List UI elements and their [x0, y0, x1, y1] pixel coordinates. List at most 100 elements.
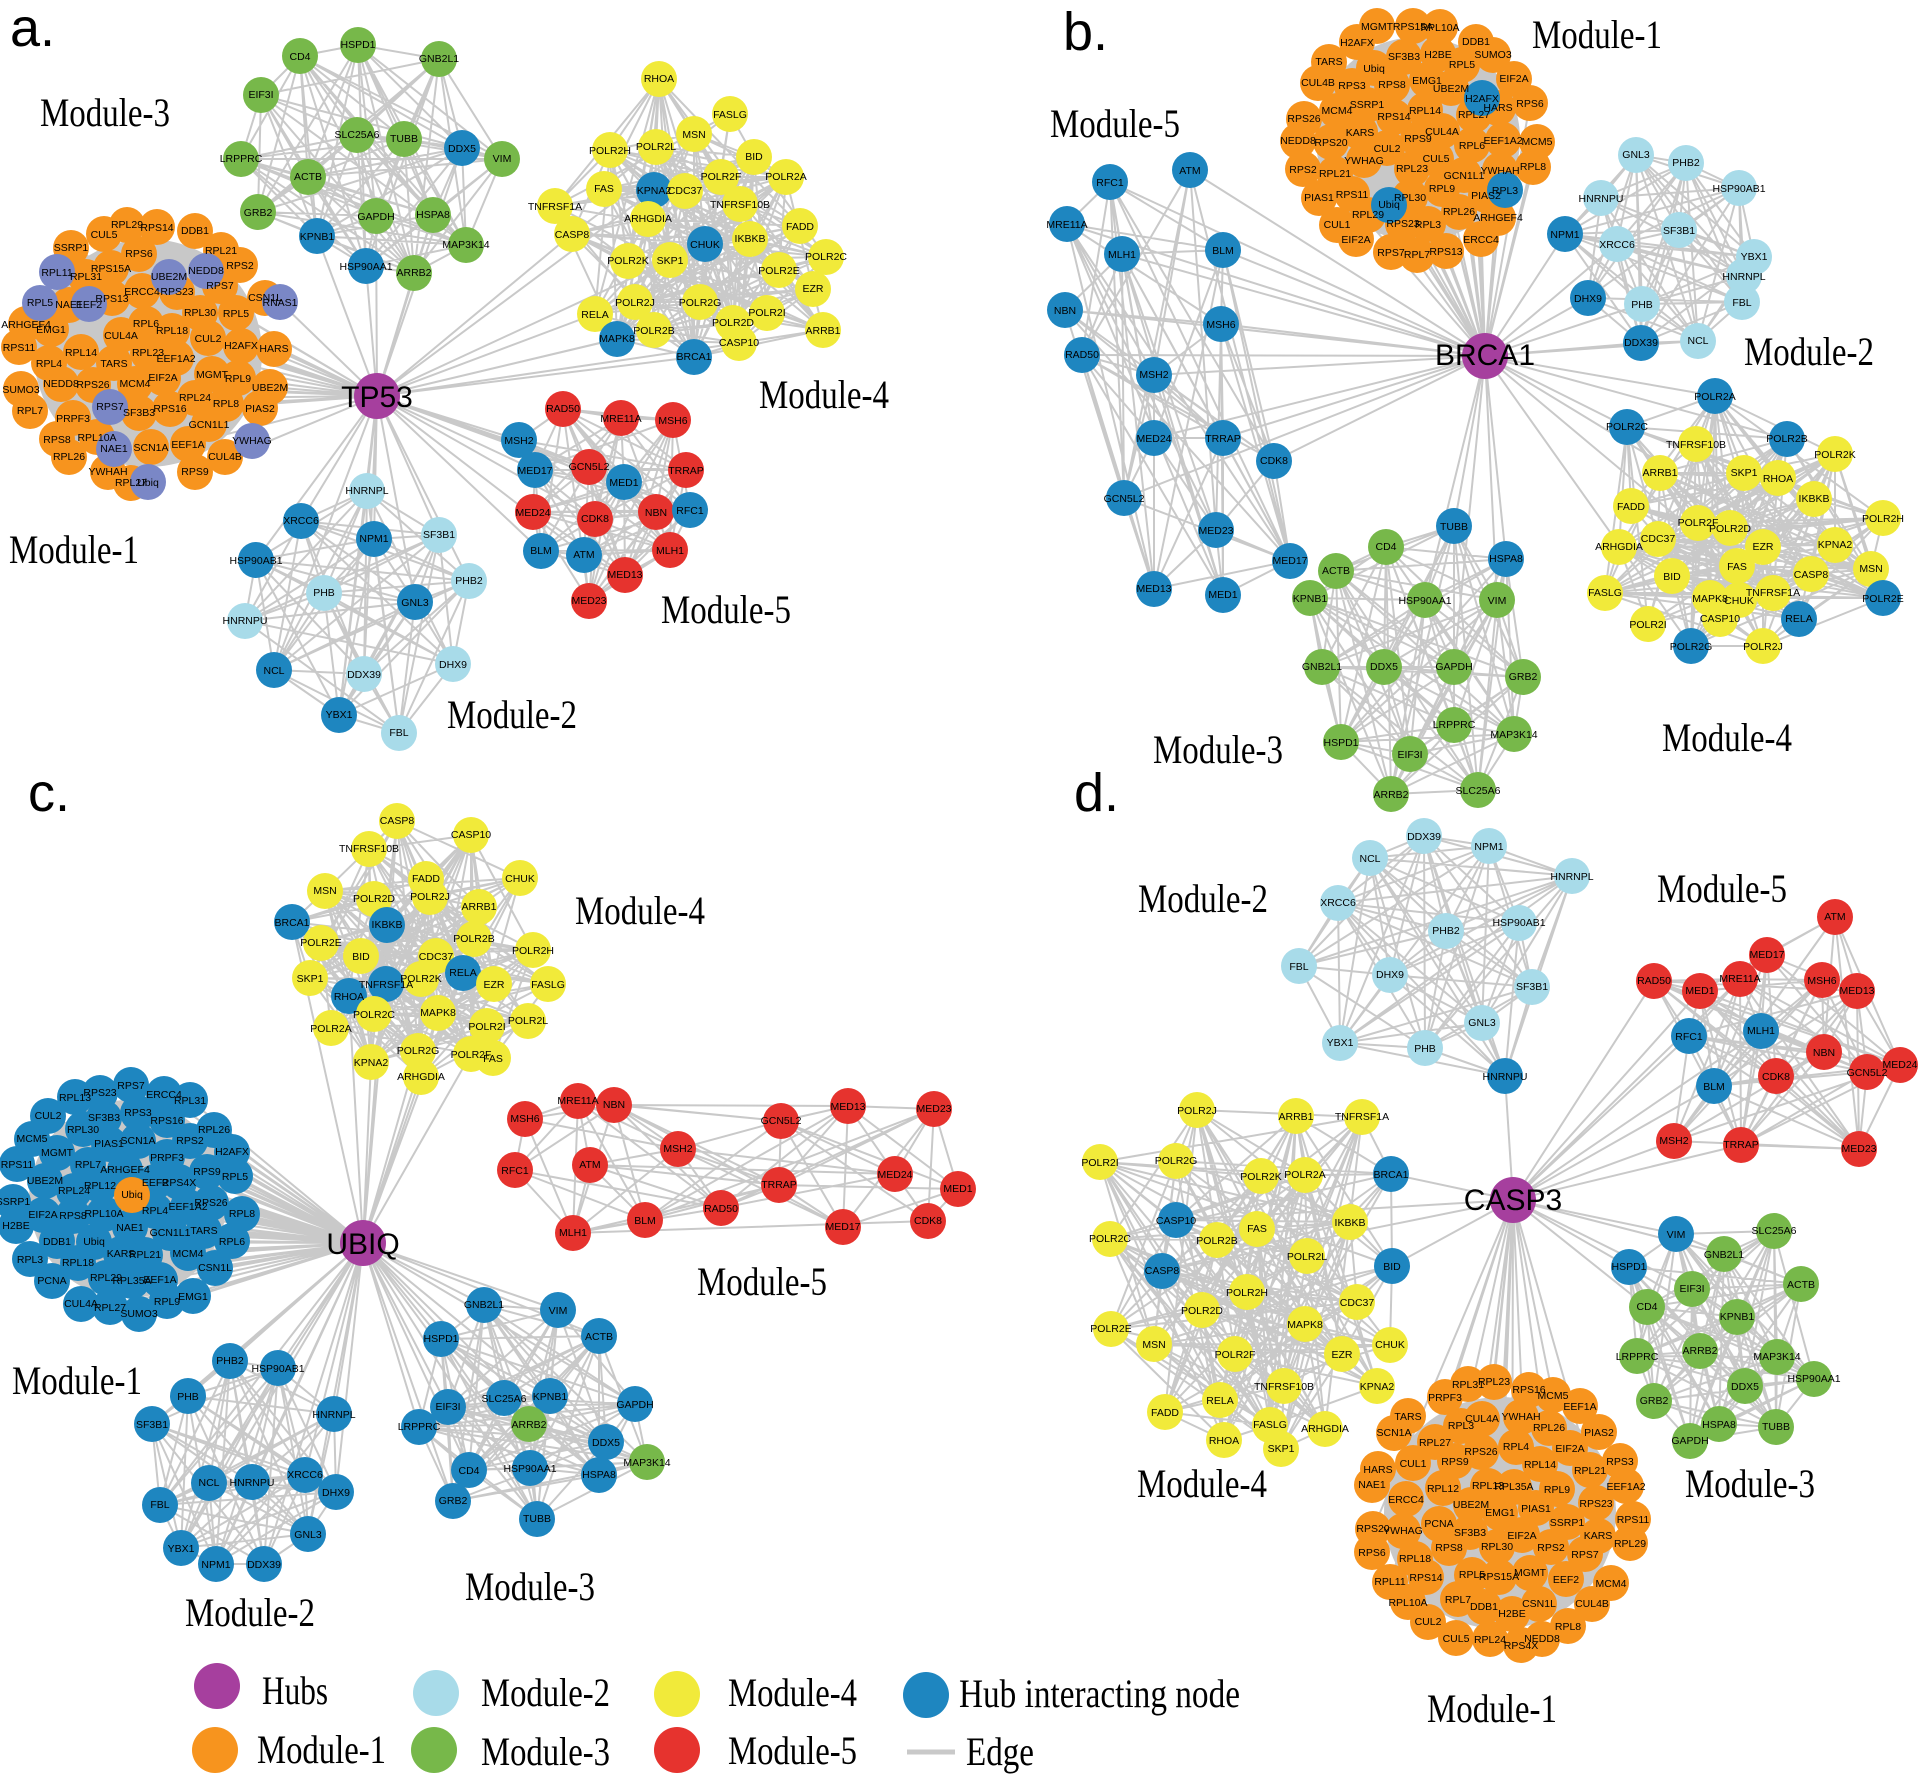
svg-text:GCN5L2: GCN5L2: [569, 461, 610, 473]
svg-text:VIM: VIM: [1488, 595, 1507, 607]
svg-text:XRCC6: XRCC6: [1599, 239, 1635, 251]
svg-text:RFC1: RFC1: [1675, 1031, 1703, 1043]
svg-text:PIAS2: PIAS2: [1584, 1427, 1614, 1439]
svg-text:CHUK: CHUK: [1724, 595, 1754, 607]
svg-text:MAP3K14: MAP3K14: [1753, 1351, 1800, 1363]
svg-text:CASP10: CASP10: [1156, 1215, 1196, 1227]
svg-text:HSP90AA1: HSP90AA1: [1787, 1373, 1840, 1385]
svg-text:ACTB: ACTB: [1787, 1279, 1815, 1291]
svg-text:YWHAG: YWHAG: [232, 435, 272, 447]
svg-text:PIAS1: PIAS1: [1304, 192, 1334, 204]
svg-text:EIF3I: EIF3I: [435, 1401, 460, 1413]
svg-text:HSP90AA1: HSP90AA1: [503, 1463, 556, 1475]
svg-text:RHOA: RHOA: [1763, 473, 1793, 485]
svg-text:MLH1: MLH1: [559, 1227, 587, 1239]
svg-text:RPL9: RPL9: [154, 1296, 180, 1308]
svg-text:NCL: NCL: [1687, 335, 1708, 347]
svg-text:POLR2H: POLR2H: [1862, 513, 1904, 525]
svg-text:HSP90AB1: HSP90AB1: [251, 1363, 304, 1375]
svg-text:EIF3I: EIF3I: [248, 89, 273, 101]
svg-text:DDX39: DDX39: [1624, 337, 1658, 349]
svg-text:KPNA2: KPNA2: [637, 185, 672, 197]
svg-text:CUL5: CUL5: [1423, 153, 1450, 165]
svg-text:RPL3: RPL3: [17, 1254, 43, 1266]
svg-text:RPL5: RPL5: [1449, 59, 1475, 71]
svg-text:XRCC6: XRCC6: [287, 1469, 323, 1481]
svg-text:GNB2L1: GNB2L1: [419, 53, 459, 65]
svg-text:RAD50: RAD50: [546, 403, 580, 415]
svg-text:Ubiq: Ubiq: [1378, 199, 1400, 211]
svg-text:Module-3: Module-3: [465, 1564, 595, 1609]
svg-text:RPL26: RPL26: [53, 451, 85, 463]
svg-text:CDC37: CDC37: [419, 951, 454, 963]
svg-text:Module-2: Module-2: [185, 1590, 315, 1635]
svg-text:HSP90AA1: HSP90AA1: [339, 261, 392, 273]
svg-text:Module-3: Module-3: [481, 1729, 610, 1774]
svg-text:RPL30: RPL30: [1481, 1541, 1513, 1553]
svg-text:RPS14: RPS14: [140, 222, 173, 234]
svg-text:ERCC4: ERCC4: [146, 1089, 182, 1101]
svg-text:SSRP1: SSRP1: [1350, 99, 1385, 111]
svg-text:RPL6: RPL6: [133, 318, 159, 330]
svg-text:XRCC6: XRCC6: [283, 515, 319, 527]
svg-text:RPL24: RPL24: [179, 392, 211, 404]
svg-text:DDB1: DDB1: [1470, 1601, 1498, 1613]
svg-text:MED13: MED13: [607, 569, 642, 581]
svg-text:TRRAP: TRRAP: [761, 1179, 797, 1191]
svg-text:RPL26: RPL26: [1443, 206, 1475, 218]
svg-text:YWHAG: YWHAG: [1383, 1525, 1423, 1537]
svg-text:POLR2I: POLR2I: [748, 307, 785, 319]
svg-text:PHB2: PHB2: [1672, 157, 1700, 169]
svg-text:RPL8: RPL8: [1555, 1621, 1581, 1633]
svg-text:CASP10: CASP10: [451, 829, 491, 841]
svg-text:ACTB: ACTB: [1322, 565, 1350, 577]
svg-text:GAPDH: GAPDH: [357, 211, 394, 223]
svg-text:ARRB1: ARRB1: [1642, 467, 1677, 479]
svg-text:MED23: MED23: [1198, 525, 1233, 537]
svg-text:RPL10A: RPL10A: [77, 432, 116, 444]
svg-text:HARS: HARS: [1363, 1464, 1392, 1476]
svg-text:PHB2: PHB2: [1432, 925, 1460, 937]
svg-text:CDC37: CDC37: [1340, 1297, 1375, 1309]
svg-text:CDK8: CDK8: [581, 513, 609, 525]
svg-text:GRB2: GRB2: [244, 207, 273, 219]
svg-text:POLR2D: POLR2D: [712, 317, 754, 329]
svg-text:UBIQ: UBIQ: [326, 1228, 399, 1261]
svg-text:Module-1: Module-1: [1427, 1686, 1557, 1731]
svg-text:RPL21: RPL21: [1574, 1465, 1606, 1477]
svg-text:NBN: NBN: [603, 1099, 625, 1111]
svg-text:MCM4: MCM4: [1596, 1578, 1627, 1590]
svg-text:DHX9: DHX9: [1574, 293, 1602, 305]
svg-text:RPL30: RPL30: [184, 307, 216, 319]
svg-text:RFC1: RFC1: [1096, 177, 1124, 189]
svg-text:FBL: FBL: [389, 727, 408, 739]
svg-text:Module-1: Module-1: [1532, 12, 1662, 57]
svg-text:MED17: MED17: [1272, 555, 1307, 567]
svg-text:EMG1: EMG1: [1412, 75, 1442, 87]
svg-text:FADD: FADD: [786, 221, 814, 233]
svg-text:Module-5: Module-5: [661, 587, 791, 632]
svg-text:POLR2A: POLR2A: [310, 1023, 351, 1035]
svg-text:GNB2L1: GNB2L1: [1704, 1249, 1744, 1261]
svg-text:POLR2K: POLR2K: [607, 255, 648, 267]
svg-text:MRE11A: MRE11A: [1719, 973, 1760, 985]
svg-text:RPL30: RPL30: [1394, 192, 1426, 204]
svg-text:TARS: TARS: [1315, 56, 1342, 68]
svg-text:MED13: MED13: [1839, 985, 1874, 997]
svg-text:NEDD8: NEDD8: [1524, 1633, 1560, 1645]
svg-text:EZR: EZR: [484, 979, 505, 991]
svg-text:CUL2: CUL2: [1374, 143, 1401, 155]
svg-text:ERCC4: ERCC4: [124, 286, 160, 298]
svg-text:BID: BID: [745, 151, 763, 163]
svg-text:RHOA: RHOA: [1209, 1435, 1239, 1447]
svg-text:RPL8: RPL8: [229, 1208, 255, 1220]
svg-text:FAS: FAS: [483, 1053, 503, 1065]
svg-text:FASLG: FASLG: [713, 109, 747, 121]
svg-text:ARHGEF4: ARHGEF4: [1, 319, 51, 331]
svg-text:RPL8: RPL8: [213, 398, 239, 410]
svg-text:MAPK8: MAPK8: [420, 1007, 456, 1019]
svg-text:PRPF3: PRPF3: [1428, 1392, 1462, 1404]
svg-text:YWHAH: YWHAH: [1480, 165, 1519, 177]
svg-text:CDK8: CDK8: [914, 1215, 942, 1227]
svg-text:DDX5: DDX5: [592, 1437, 620, 1449]
